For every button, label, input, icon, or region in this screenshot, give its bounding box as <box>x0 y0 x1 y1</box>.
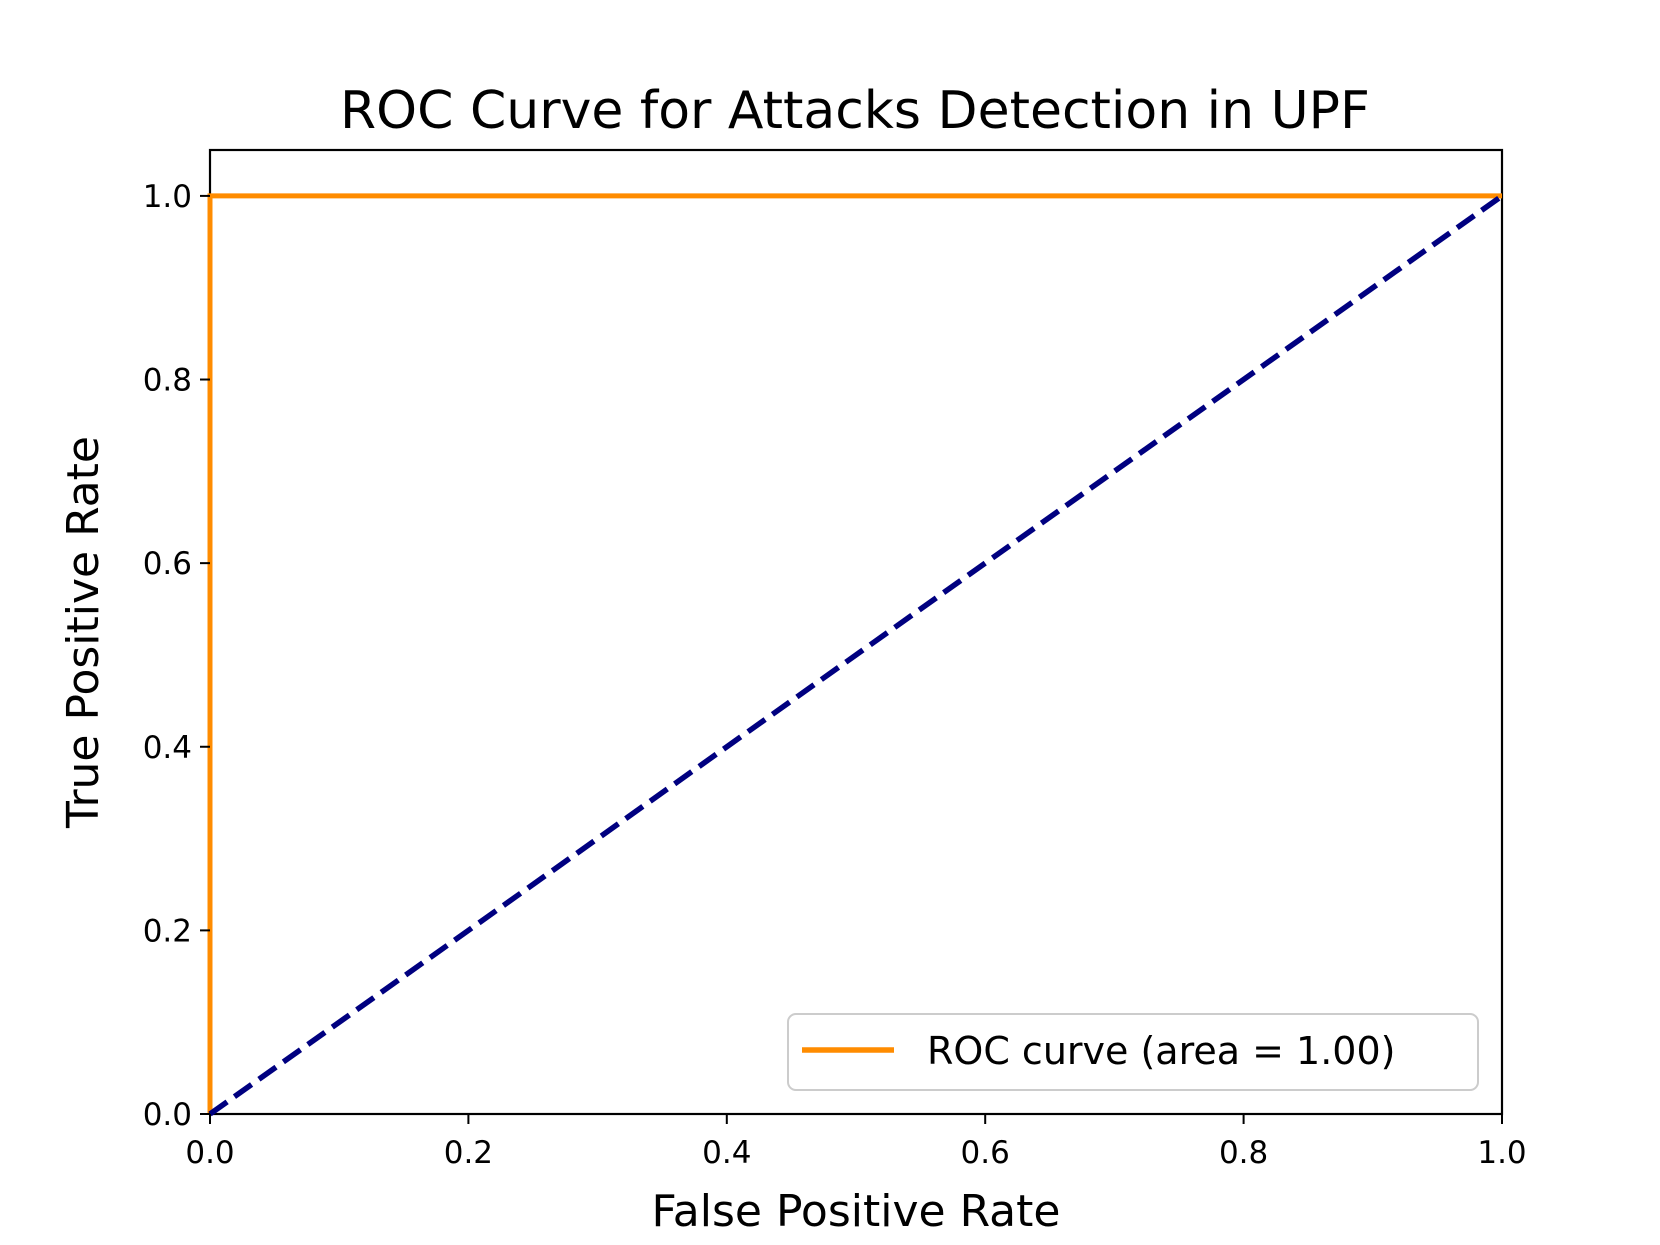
y-tick-label: 0.4 <box>143 730 192 766</box>
chart-title: ROC Curve for Attacks Detection in UPF <box>340 81 1370 141</box>
legend: ROC curve (area = 1.00) <box>787 1013 1479 1091</box>
x-tick-label: 0.4 <box>702 1135 751 1171</box>
y-tick-label: 0.2 <box>143 913 192 949</box>
x-tick-label: 0.0 <box>185 1135 234 1171</box>
y-tick-label: 0.6 <box>143 546 192 582</box>
x-axis-ticks: 0.0 0.2 0.4 0.6 0.8 1.0 <box>185 1114 1527 1171</box>
x-tick-label: 0.6 <box>961 1135 1010 1171</box>
y-tick-label: 0.0 <box>143 1097 192 1133</box>
x-axis-label: False Positive Rate <box>652 1186 1061 1237</box>
legend-box <box>787 1013 1479 1091</box>
y-axis-label: True Positive Rate <box>58 436 109 829</box>
plot-frame <box>208 148 1504 1116</box>
y-axis-ticks: 0.0 0.2 0.4 0.6 0.8 1.0 <box>143 179 210 1133</box>
x-tick-label: 0.8 <box>1219 1135 1268 1171</box>
y-tick-label: 1.0 <box>143 179 192 215</box>
x-tick-label: 1.0 <box>1477 1135 1526 1171</box>
x-tick-label: 0.2 <box>444 1135 493 1171</box>
plot-area <box>207 148 1504 1117</box>
y-tick-label: 0.8 <box>143 363 192 399</box>
diagonal-reference-line <box>208 193 1504 1117</box>
legend-label-roc-curve: ROC curve (area = 1.00) <box>927 1029 1395 1073</box>
